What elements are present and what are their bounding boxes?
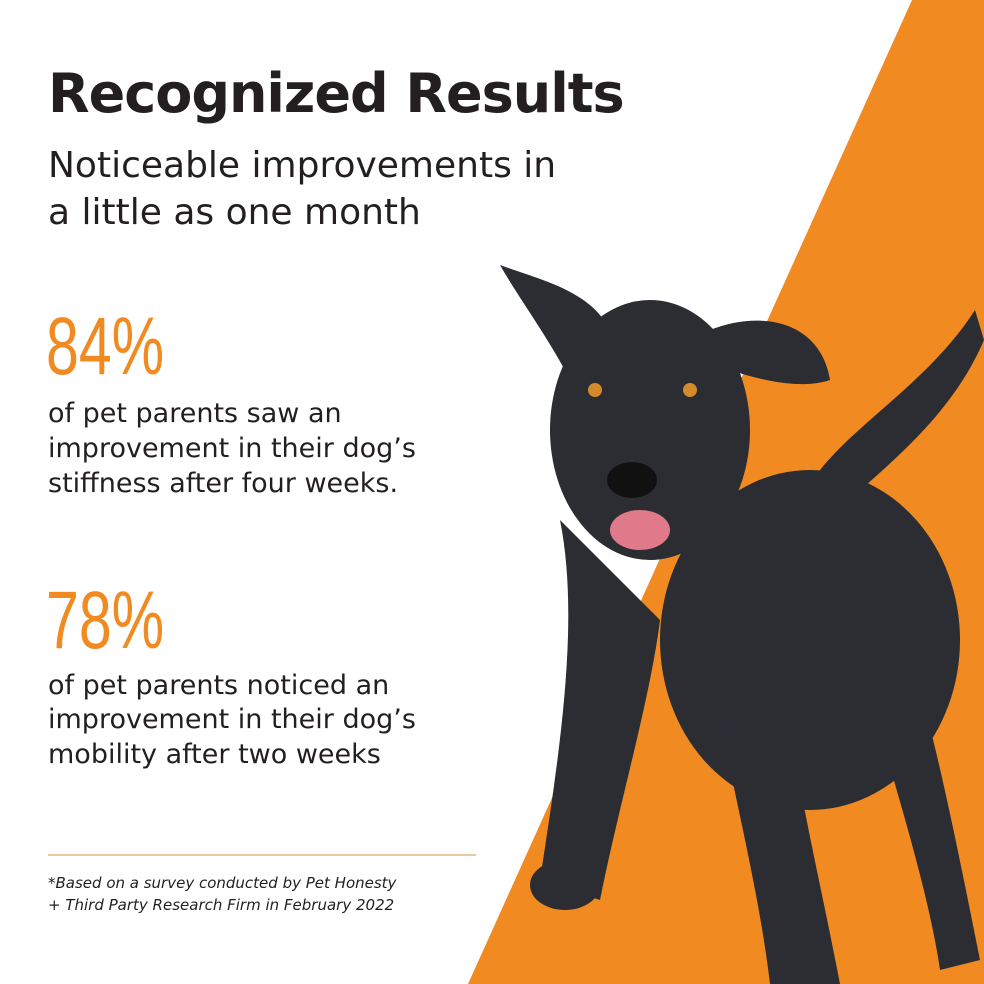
dog-nose <box>607 462 657 498</box>
stat-text: improvement in their dog’s <box>48 433 416 464</box>
stat-figure: 84% <box>46 301 165 392</box>
subtitle: Noticeable improvements in <box>48 145 557 186</box>
footnote: *Based on a survey conducted by Pet Hone… <box>48 874 397 892</box>
dog <box>500 265 984 984</box>
stat-text: improvement in their dog’s <box>48 704 416 735</box>
footnote: + Third Party Research Firm in February … <box>48 896 395 914</box>
stat-text: stiffness after four weeks. <box>48 468 399 499</box>
stat-figure: 78% <box>46 575 165 666</box>
stat-text: of pet parents saw an <box>48 398 342 429</box>
stat-text: mobility after two weeks <box>48 739 381 770</box>
divider <box>48 854 476 856</box>
subtitle: a little as one month <box>48 192 421 233</box>
title: Recognized Results <box>48 62 625 125</box>
dog-tongue <box>610 510 670 550</box>
stat-text: of pet parents noticed an <box>48 670 390 701</box>
dog-eye <box>683 383 697 397</box>
dog-eye <box>588 383 602 397</box>
